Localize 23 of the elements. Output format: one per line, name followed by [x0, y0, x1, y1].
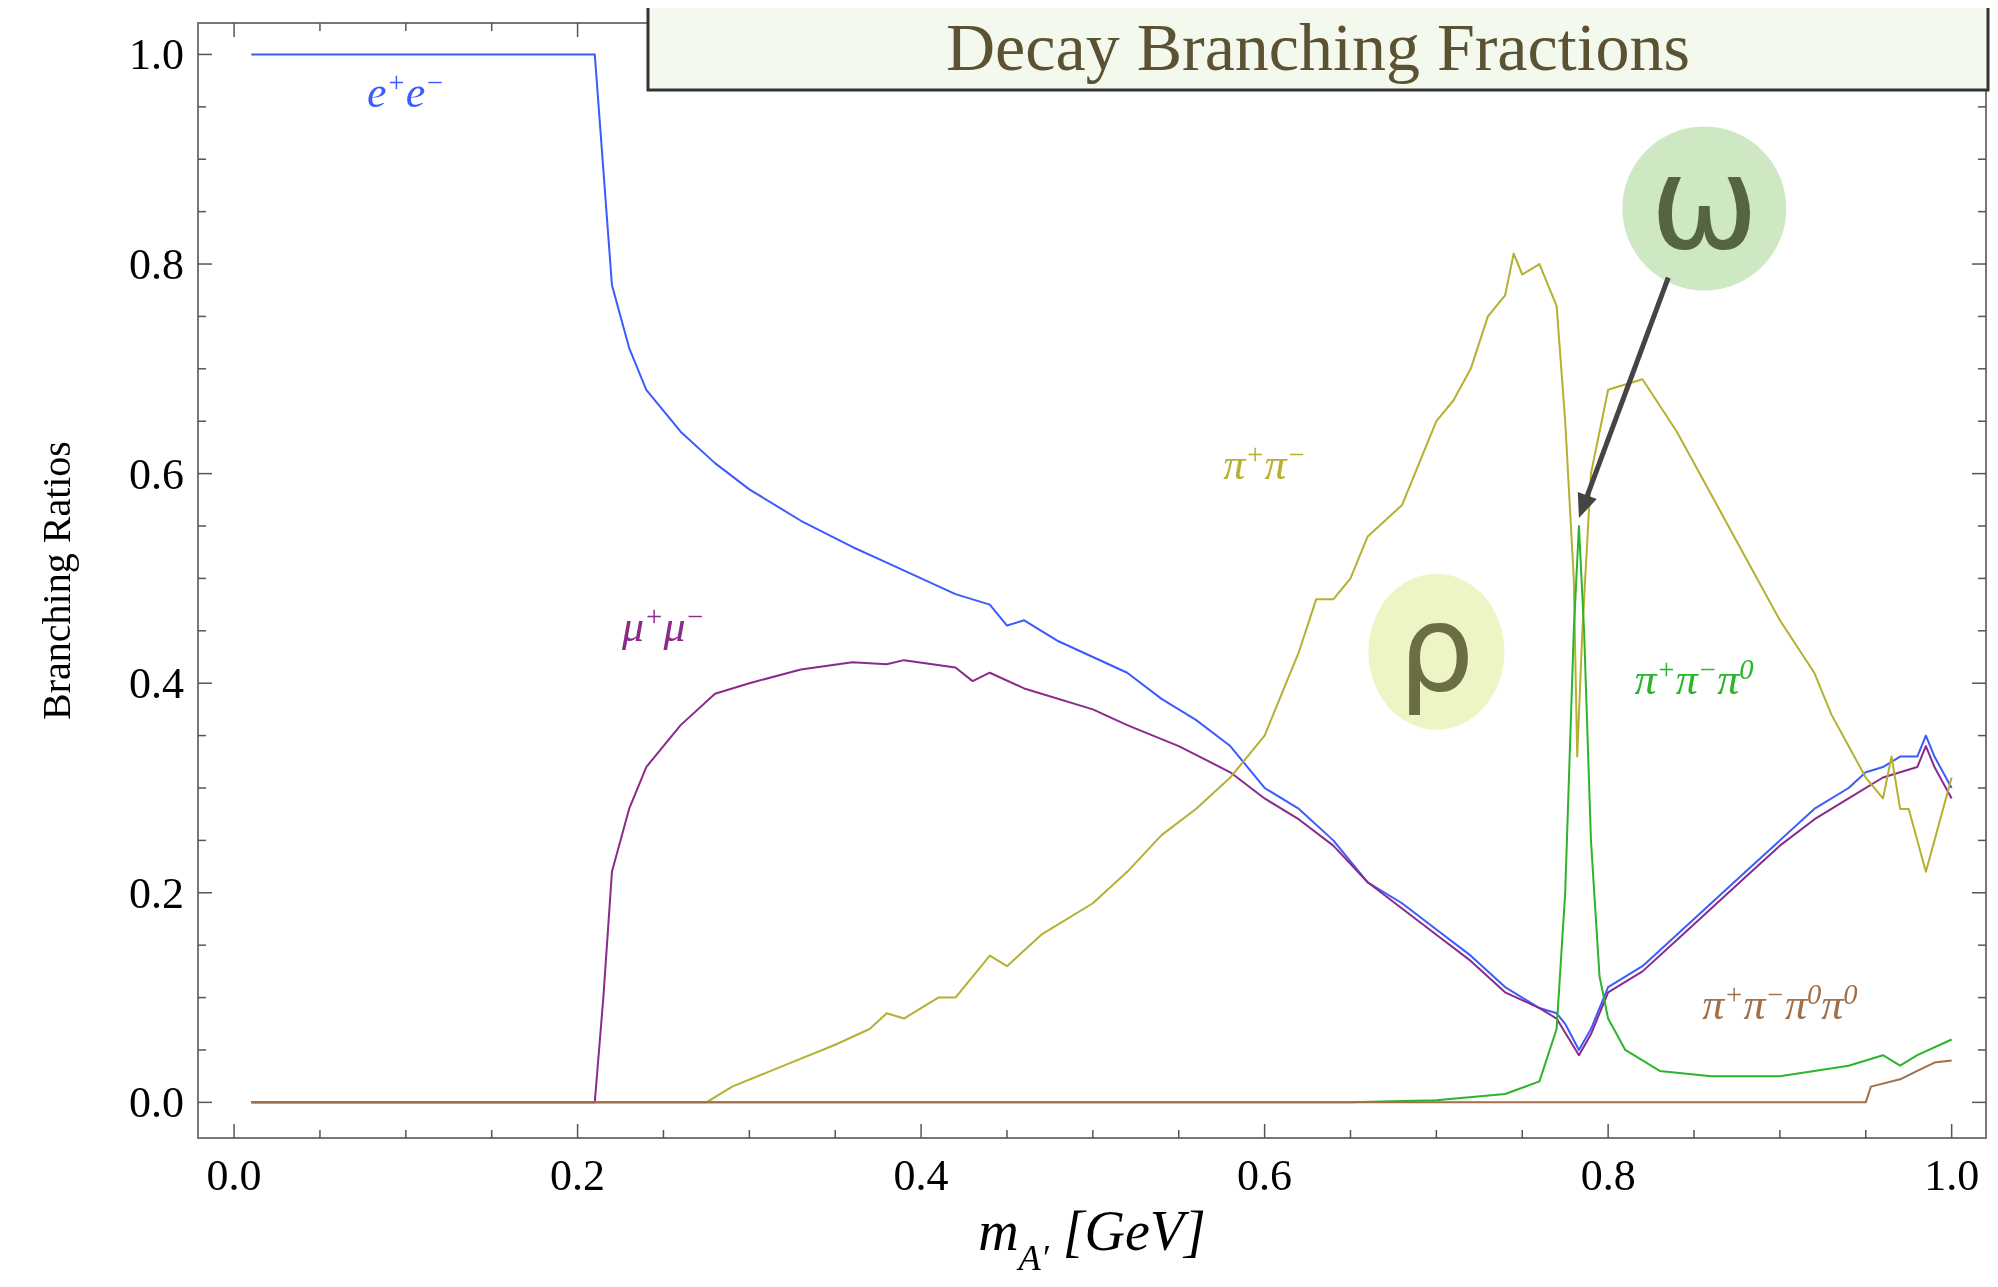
x-tick-label: 1.0	[1924, 1151, 1980, 1200]
annotation: ρ	[1398, 578, 1475, 718]
series-label: π$^{+}$π$^{−}$π$^{0}$π$^{0}$	[1702, 978, 1858, 1029]
x-tick-label: 0.2	[550, 1151, 606, 1200]
y-tick-label: 0.0	[129, 1078, 184, 1128]
series-label: π$^{+}$π$^{−}$π$^{0}$	[1634, 653, 1754, 704]
line-series	[250, 1059, 1953, 1104]
chart-title: Decay Branching Fractions	[946, 9, 1690, 85]
series-label: μ$^{+}$μ$^{−}$	[621, 600, 705, 652]
y-tick-label: 0.2	[129, 868, 184, 918]
x-axis-title: m$_{A′}$ [GeV]	[978, 1200, 1206, 1278]
x-tick-label: 0.6	[1237, 1151, 1293, 1200]
series-label: π$^{+}$π$^{−}$	[1223, 438, 1306, 489]
x-tick-label: 0.4	[893, 1151, 949, 1200]
x-tick-label: 0.0	[206, 1151, 262, 1200]
y-axis-title: Branching Ratios	[34, 441, 79, 720]
y-tick-label: 0.8	[129, 240, 184, 290]
annotation: ω	[1649, 127, 1759, 280]
y-tick-label: 1.0	[129, 30, 184, 80]
x-tick-label: 0.8	[1580, 1151, 1636, 1200]
series-label: e$^{+}$e$^{−}$	[367, 66, 445, 117]
y-tick-label: 0.4	[129, 659, 184, 709]
y-tick-label: 0.6	[129, 449, 184, 499]
